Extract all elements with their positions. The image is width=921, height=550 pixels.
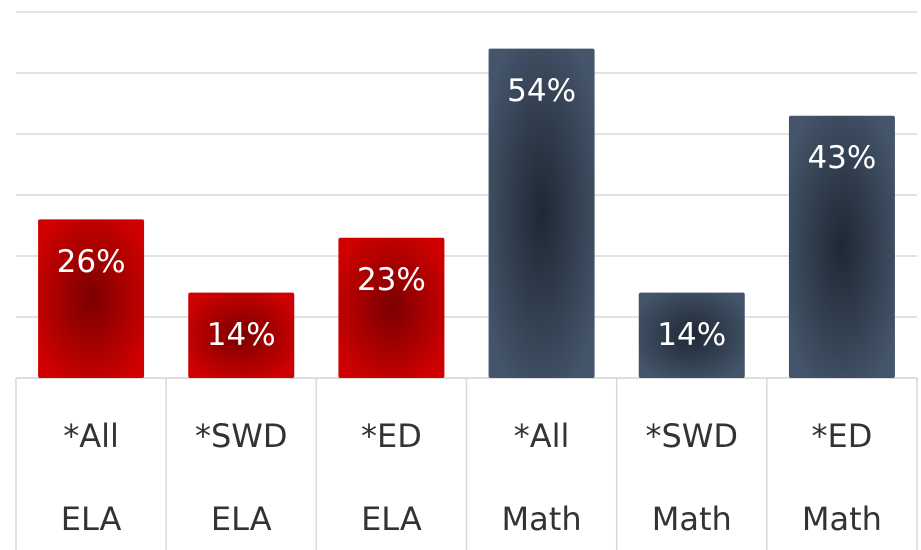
bar <box>788 115 895 378</box>
value-label: 54% <box>507 73 576 109</box>
category-label: *ED Math <box>802 417 882 538</box>
category-line: *ED <box>811 417 872 455</box>
category-label: *SWD Math <box>645 417 738 538</box>
category-label: *ED ELA <box>361 417 422 538</box>
bar <box>188 292 295 378</box>
category-line: *All <box>514 417 570 455</box>
bar <box>38 219 145 378</box>
value-label: 23% <box>357 262 426 298</box>
category-line: Math <box>802 500 882 538</box>
bar <box>338 237 445 378</box>
value-label: 14% <box>657 317 726 353</box>
category-label: *SWD ELA <box>195 417 288 538</box>
category-line: *SWD <box>645 417 738 455</box>
category-line: *All <box>63 417 119 455</box>
value-label: 43% <box>807 140 876 176</box>
category-label: *All Math <box>502 417 582 538</box>
category-line: *SWD <box>195 417 288 455</box>
category-line: ELA <box>61 500 122 538</box>
value-label: 14% <box>207 317 276 353</box>
category-line: Math <box>652 500 732 538</box>
category-line: Math <box>502 500 582 538</box>
category-label: *All ELA <box>61 417 122 538</box>
category-line: ELA <box>211 500 272 538</box>
bar <box>488 48 595 378</box>
bar <box>638 292 745 378</box>
value-label: 26% <box>57 244 126 280</box>
category-line: *ED <box>361 417 422 455</box>
category-line: ELA <box>361 500 422 538</box>
